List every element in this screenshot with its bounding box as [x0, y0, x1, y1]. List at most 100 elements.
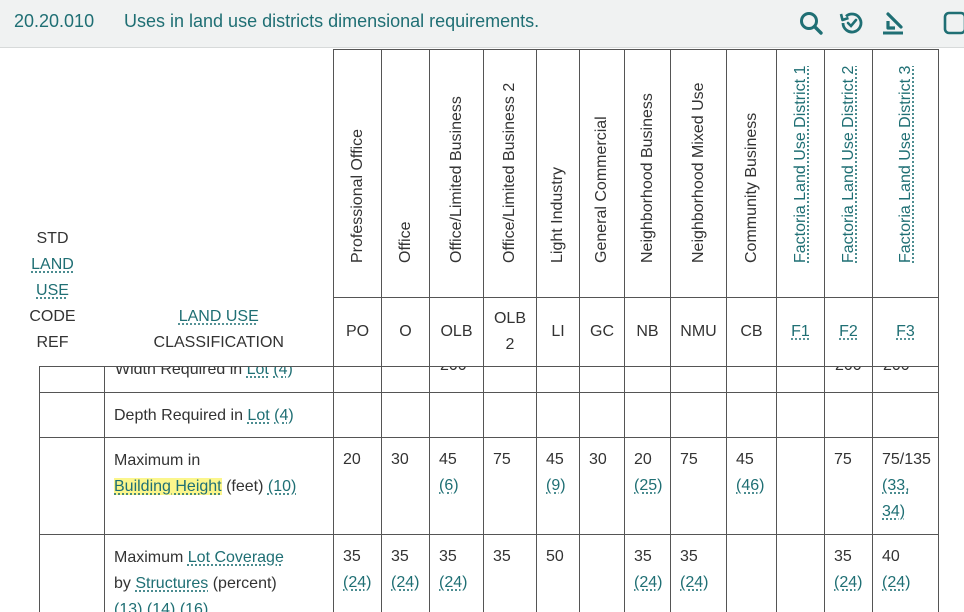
district-column-header: Office/Limited Business 2 [484, 50, 537, 298]
value-cell [580, 392, 625, 437]
value-cell [537, 392, 580, 437]
reference-link[interactable]: Lot [247, 366, 269, 378]
value-cell [727, 366, 777, 392]
district-abbreviation-text: F1 [791, 323, 810, 340]
footnote-link[interactable]: (46) [736, 473, 776, 499]
footnote-link[interactable]: (24) [834, 570, 872, 596]
district-abbreviation-text: LI [551, 323, 564, 340]
classification-header-line[interactable]: LAND USE [179, 304, 259, 330]
value-cell [484, 366, 537, 392]
reference-link[interactable]: (13) [114, 601, 142, 612]
table-row: Maximum in Building Height (feet) (10) 20… [40, 437, 939, 534]
value-cell: 35 (24) [625, 534, 671, 612]
value-cell [671, 392, 727, 437]
district-abbreviation[interactable]: F3 [873, 298, 939, 366]
district-abbreviation[interactable]: F1 [777, 298, 825, 366]
value-cell [625, 366, 671, 392]
std-ref-word[interactable]: USE [1, 278, 105, 304]
reference-link[interactable]: (4) [273, 366, 293, 378]
cell-value: 30 [589, 447, 624, 473]
reference-link[interactable]: (4) [274, 407, 294, 424]
std-ref-word[interactable]: LAND [1, 252, 105, 278]
reference-link[interactable]: (10) [268, 478, 296, 495]
district-abbreviation: LI [537, 298, 580, 366]
district-name: General Commercial [593, 117, 611, 264]
value-cell: 35 (24) [430, 534, 484, 612]
district-name[interactable]: Factoria Land Use District 3 [897, 66, 915, 263]
cell-value: 200 [440, 366, 467, 375]
std-ref-cell [40, 534, 105, 612]
district-abbreviation: CB [727, 298, 777, 366]
district-abbreviation: NB [625, 298, 671, 366]
table-row: Maximum Lot Coverage by Structures (perce… [40, 534, 939, 612]
std-ref-word: CODE [1, 304, 105, 330]
value-cell [334, 392, 382, 437]
district-name[interactable]: Factoria Land Use District 2 [840, 66, 858, 263]
checkbox-icon[interactable] [942, 9, 964, 37]
footnote-link[interactable]: (24) [439, 570, 483, 596]
district-abbreviation[interactable]: F2 [825, 298, 873, 366]
cell-value: 200 [883, 366, 910, 375]
classification-cell: Maximum Lot Coverage by Structures (perce… [105, 534, 334, 612]
cell-value: 35 [439, 544, 483, 570]
district-abbreviation-text: PO [346, 323, 369, 340]
reference-link[interactable]: Building Height [114, 478, 222, 495]
district-abbreviation-text: F3 [896, 323, 915, 340]
value-cell [580, 534, 625, 612]
value-cell: 75 [484, 437, 537, 534]
value-cell: 45 (9) [537, 437, 580, 534]
district-abbreviation-text: O [399, 323, 411, 340]
reference-link[interactable]: (14) [147, 601, 175, 612]
value-cell: 20 (25) [625, 437, 671, 534]
value-cell: 75 [671, 437, 727, 534]
cell-value: 45 [546, 447, 579, 473]
district-abbreviation: NMU [671, 298, 727, 366]
section-header-bar: 20.20.010 Uses in land use districts dim… [0, 0, 964, 48]
value-cell: 35 [484, 534, 537, 612]
footnote-link[interactable]: 34) [882, 499, 938, 525]
district-name[interactable]: Factoria Land Use District 1 [792, 66, 810, 263]
district-abbreviation-text: OLB [440, 323, 472, 340]
cell-value: 45 [736, 447, 776, 473]
search-icon[interactable] [797, 9, 825, 37]
std-ref-word: STD [1, 226, 105, 252]
cell-value: 35 [493, 544, 536, 570]
std-ref-cell [40, 366, 105, 392]
footnote-link[interactable]: (24) [634, 570, 670, 596]
std-land-use-code-ref-header: STD LAND USE CODE REF [1, 226, 105, 366]
download-icon[interactable] [879, 9, 907, 37]
footnote-link[interactable]: (24) [391, 570, 429, 596]
cell-value: 75 [680, 447, 726, 473]
value-cell [580, 366, 625, 392]
history-icon[interactable] [838, 9, 866, 37]
district-abbreviation-text: CB [740, 323, 762, 340]
section-number: 20.20.010 [14, 11, 94, 32]
value-cell: 35 (24) [382, 534, 430, 612]
footnote-link[interactable]: (25) [634, 473, 670, 499]
reference-link[interactable]: Structures [135, 575, 208, 592]
value-cell [671, 366, 727, 392]
district-column-header: Factoria Land Use District 3 [873, 50, 939, 298]
district-column-header: Professional Office [334, 50, 382, 298]
reference-link[interactable]: (16) [180, 601, 208, 612]
reference-link[interactable]: Lot [247, 407, 269, 424]
footnote-link[interactable]: (24) [882, 570, 938, 596]
footnote-link[interactable]: (6) [439, 473, 483, 499]
footnote-link[interactable]: (33, [882, 473, 938, 499]
footnote-link[interactable]: (24) [343, 570, 381, 596]
table-row: Depth Required in Lot (4) [40, 392, 939, 437]
cell-value: 75/135 [882, 447, 938, 473]
district-abbreviation-text: 2 [506, 336, 515, 353]
footnote-link[interactable]: (9) [546, 473, 579, 499]
value-cell: 30 [580, 437, 625, 534]
value-cell [873, 392, 939, 437]
district-name: Office/Limited Business [448, 97, 466, 264]
value-cell: 20 [334, 437, 382, 534]
district-abbreviation: OLB [430, 298, 484, 366]
cell-value: 200 [835, 366, 862, 375]
district-column-header: Factoria Land Use District 2 [825, 50, 873, 298]
label-text: by [114, 575, 135, 592]
reference-link[interactable]: Lot Coverage [188, 549, 284, 566]
label-text: Depth Required in [114, 407, 247, 424]
footnote-link[interactable]: (24) [680, 570, 726, 596]
